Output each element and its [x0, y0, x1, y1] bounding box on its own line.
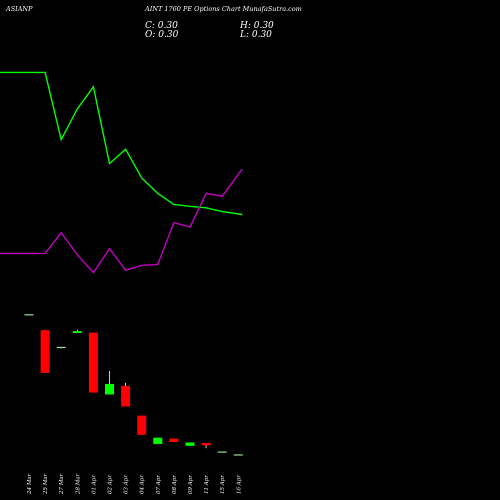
x-axis-labels: 24 Mar 25 Mar 27 Mar 28 Mar 01 Apr 02 Apr 03 A…: [27, 473, 242, 495]
candle-body: [137, 415, 147, 435]
candle-body: [40, 330, 50, 373]
candle: [201, 442, 211, 449]
candle-body: [233, 454, 243, 456]
candle-body: [153, 437, 163, 444]
x-tick-label: 24 Mar: [27, 473, 33, 495]
candle: [233, 454, 243, 456]
x-tick-label: 07 Apr: [156, 475, 162, 494]
open-label: O: 0.30: [145, 30, 179, 40]
candle-body: [105, 383, 114, 395]
green-line-series: [0, 71, 243, 216]
candle-body: [169, 438, 179, 442]
x-tick-label: 27 Mar: [59, 473, 65, 495]
candle-body: [56, 346, 66, 349]
low-label: L: 0.30: [239, 30, 272, 40]
x-tick-label: 09 Apr: [188, 475, 194, 494]
candle: [72, 329, 82, 334]
magenta-line-series: [0, 168, 243, 274]
candle-body: [201, 442, 211, 446]
candle: [105, 370, 114, 395]
candle: [56, 346, 66, 349]
x-tick-label: 28 Mar: [75, 473, 81, 495]
candle-body: [88, 332, 98, 393]
x-tick-label: 01 Apr: [91, 475, 97, 494]
candle: [169, 438, 179, 442]
x-tick-label: 04 Apr: [140, 475, 146, 494]
candle: [24, 314, 34, 316]
chart-title: AINT 1760 PE Options Chart MunafaSutra.c…: [144, 5, 302, 13]
chart-symbol: ASIANP: [5, 5, 33, 13]
x-tick-label: 08 Apr: [172, 475, 178, 494]
candle-body: [217, 451, 227, 453]
candle: [185, 442, 195, 446]
candle: [88, 332, 98, 393]
x-tick-label: 15 Apr: [220, 475, 226, 494]
close-label: C: 0.30: [145, 21, 178, 31]
candle-body: [24, 314, 34, 316]
candle: [137, 415, 147, 435]
indicator-lines: [0, 71, 243, 274]
candle: [217, 451, 227, 453]
candle: [40, 330, 50, 373]
candle-body: [72, 331, 82, 334]
candle-body: [185, 442, 195, 446]
high-label: H: 0.30: [239, 21, 274, 31]
candle-body: [121, 385, 131, 407]
candle: [153, 437, 163, 444]
x-tick-label: 03 Apr: [124, 475, 130, 494]
x-tick-label: 25 Mar: [43, 473, 49, 495]
candle: [121, 382, 131, 407]
x-tick-label: 11 Apr: [204, 475, 210, 494]
candles: [24, 314, 243, 456]
x-tick-label: 16 Apr: [236, 475, 242, 494]
x-tick-label: 02 Apr: [108, 475, 114, 494]
